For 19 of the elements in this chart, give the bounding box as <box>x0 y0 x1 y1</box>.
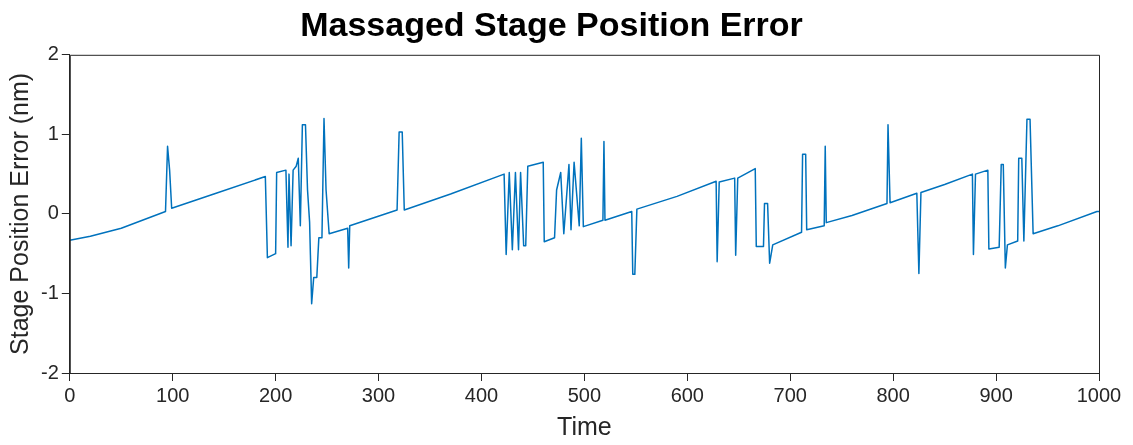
x-axis-title: Time <box>557 411 612 440</box>
y-tick-label: 1 <box>47 121 59 144</box>
y-tick-label: 0 <box>47 201 59 224</box>
x-tick-label: 500 <box>567 383 602 406</box>
x-tick-label: 200 <box>258 383 293 406</box>
y-tick-label: -2 <box>40 360 59 383</box>
x-tick-label: 700 <box>773 383 807 406</box>
y-axis-title: Stage Position Error (nm) <box>4 72 33 355</box>
x-tick-label: 800 <box>876 383 910 406</box>
x-tick-label: 1000 <box>1076 383 1122 406</box>
x-tick-label: 400 <box>464 383 499 406</box>
chart-title: Massaged Stage Position Error <box>300 4 803 43</box>
x-tick-label: 100 <box>156 383 190 406</box>
y-tick-label: 2 <box>47 42 59 65</box>
y-tick-label: -1 <box>40 280 59 303</box>
x-tick-label: 900 <box>979 383 1013 406</box>
x-tick-label: 600 <box>670 383 704 406</box>
x-tick-label: 0 <box>64 383 76 406</box>
x-tick-label: 300 <box>361 383 396 406</box>
